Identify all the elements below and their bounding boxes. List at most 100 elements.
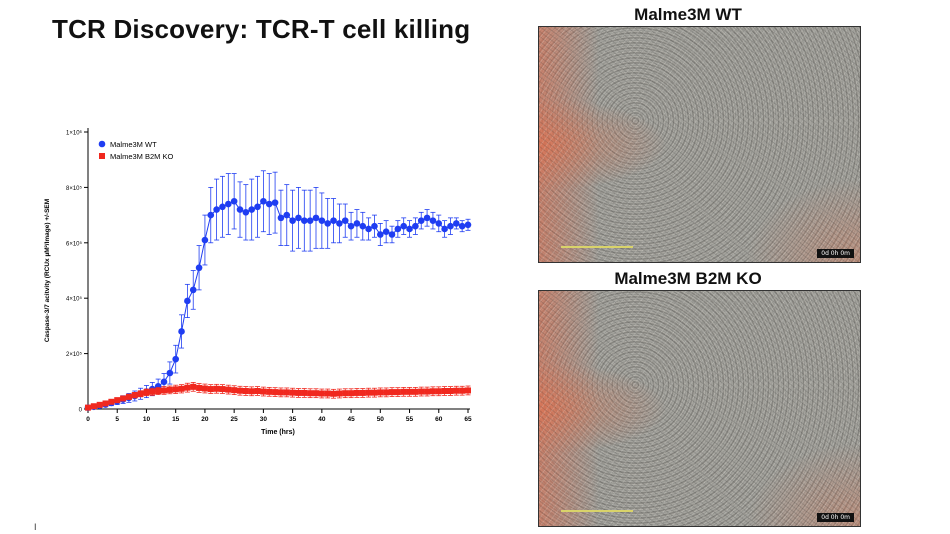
data-point-b2m-ko xyxy=(307,390,314,397)
data-point-wt xyxy=(447,222,454,230)
data-point-b2m-ko xyxy=(242,387,249,394)
data-point-b2m-ko xyxy=(429,388,436,395)
data-point-wt xyxy=(394,225,402,233)
y-tick-label: 8×10⁵ xyxy=(66,185,83,192)
data-point-wt xyxy=(388,231,396,238)
image-title-b2m-ko: Malme3M B2M KO xyxy=(614,269,762,288)
data-point-b2m-ko xyxy=(155,387,162,394)
data-point-b2m-ko xyxy=(125,393,132,400)
data-point-wt xyxy=(201,236,209,244)
data-point-wt xyxy=(365,225,372,233)
timestamp-label: 0d 0h 0m xyxy=(817,513,854,522)
data-point-wt xyxy=(248,206,255,213)
data-point-b2m-ko xyxy=(143,389,150,396)
data-point-b2m-ko xyxy=(266,388,273,395)
data-point-wt xyxy=(382,228,390,236)
data-point-b2m-ko xyxy=(435,388,442,395)
data-point-b2m-ko xyxy=(277,389,284,396)
data-point-wt xyxy=(318,217,326,224)
x-tick-label: 50 xyxy=(377,416,385,423)
x-tick-label: 30 xyxy=(260,416,268,423)
data-point-wt xyxy=(178,328,185,335)
data-point-b2m-ko xyxy=(137,390,144,397)
x-tick-label: 65 xyxy=(464,416,472,423)
data-point-wt xyxy=(236,206,244,213)
footer-mark: I xyxy=(34,522,37,532)
data-point-wt xyxy=(225,200,232,208)
data-point-wt xyxy=(195,264,203,272)
data-point-wt xyxy=(371,222,378,230)
data-point-b2m-ko xyxy=(336,390,343,397)
data-point-b2m-ko xyxy=(237,387,243,394)
data-point-b2m-ko xyxy=(400,388,407,395)
y-tick-label: 0 xyxy=(79,408,83,414)
data-point-wt xyxy=(324,220,331,227)
data-point-wt xyxy=(330,217,337,224)
x-tick-label: 20 xyxy=(201,416,209,423)
y-tick-label: 2×10⁵ xyxy=(66,351,83,358)
data-point-b2m-ko xyxy=(272,389,279,396)
data-point-b2m-ko xyxy=(207,386,214,393)
data-point-wt xyxy=(277,214,285,222)
data-point-b2m-ko xyxy=(424,388,431,395)
timestamp-label: 0d 0h 0m xyxy=(817,249,854,258)
data-point-b2m-ko xyxy=(114,397,121,404)
data-point-wt xyxy=(242,209,250,216)
y-tick-label: 4×10⁵ xyxy=(66,296,83,303)
data-point-wt xyxy=(189,286,197,294)
data-point-wt xyxy=(283,211,291,219)
data-point-wt xyxy=(441,225,448,233)
data-point-b2m-ko xyxy=(85,404,91,411)
data-point-wt xyxy=(289,217,296,224)
x-tick-label: 25 xyxy=(231,416,239,423)
data-point-b2m-ko xyxy=(406,388,413,395)
legend-marker xyxy=(98,140,106,148)
data-point-b2m-ko xyxy=(201,385,208,392)
data-point-wt xyxy=(265,200,273,208)
data-point-b2m-ko xyxy=(465,387,471,394)
micrograph-b2m-ko: 0d 0h 0m xyxy=(538,290,861,527)
x-tick-label: 55 xyxy=(406,416,414,423)
data-point-b2m-ko xyxy=(348,390,355,397)
x-tick-label: 0 xyxy=(86,416,90,423)
fluorescence-overlay xyxy=(539,27,599,262)
data-point-b2m-ko xyxy=(313,390,319,397)
data-point-wt xyxy=(271,199,279,206)
x-tick-label: 15 xyxy=(172,416,180,423)
data-point-b2m-ko xyxy=(324,390,331,397)
data-point-b2m-ko xyxy=(102,400,109,407)
data-point-wt xyxy=(347,222,355,230)
data-point-wt xyxy=(260,197,267,205)
data-point-wt xyxy=(423,214,431,222)
data-point-wt xyxy=(435,220,443,227)
data-point-b2m-ko xyxy=(248,388,255,395)
cell-texture xyxy=(539,291,860,526)
data-point-b2m-ko xyxy=(377,389,384,396)
data-point-wt xyxy=(429,217,437,224)
data-point-b2m-ko xyxy=(120,395,127,402)
data-point-wt xyxy=(230,197,238,205)
micrograph-wt: 0d 0h 0m xyxy=(538,26,861,263)
data-point-b2m-ko xyxy=(196,384,203,391)
legend-label: Malme3M WT xyxy=(110,140,157,149)
data-point-b2m-ko xyxy=(172,386,179,393)
data-point-b2m-ko xyxy=(418,388,425,395)
x-tick-label: 35 xyxy=(289,416,297,423)
data-point-wt xyxy=(154,382,162,390)
data-point-wt xyxy=(464,221,472,229)
data-point-wt xyxy=(377,231,384,238)
scale-bar xyxy=(561,246,633,248)
data-point-b2m-ko xyxy=(90,403,97,410)
data-point-wt xyxy=(400,222,407,230)
x-tick-label: 45 xyxy=(347,416,355,423)
data-point-b2m-ko xyxy=(359,389,366,396)
data-point-b2m-ko xyxy=(459,387,466,394)
data-point-b2m-ko xyxy=(318,390,325,397)
data-point-wt xyxy=(406,225,413,233)
x-axis-label: Time (hrs) xyxy=(261,429,295,436)
data-point-wt xyxy=(213,206,220,213)
data-point-b2m-ko xyxy=(330,390,337,397)
x-tick-label: 5 xyxy=(115,416,119,423)
data-point-wt xyxy=(412,222,419,230)
image-title-wt: Malme3M WT xyxy=(634,5,742,24)
